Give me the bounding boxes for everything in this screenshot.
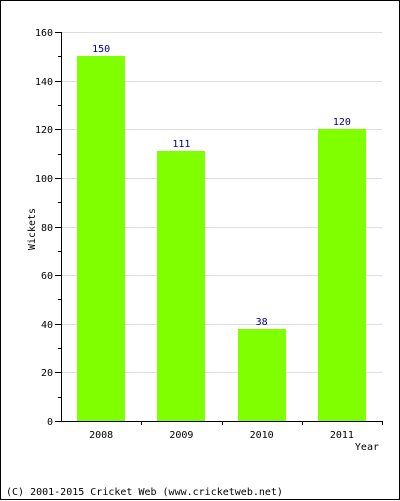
bar-value-label: 38 bbox=[256, 317, 268, 328]
bar bbox=[77, 56, 125, 421]
y-tick-label: 160 bbox=[35, 28, 53, 39]
footer-copyright: (C) 2001-2015 Cricket Web (www.cricketwe… bbox=[6, 487, 283, 498]
labels: 0 20 40 60 80 100 120 140 160 150 2008 111 2009 38 201… bbox=[35, 28, 354, 441]
y-axis-title: Wickets bbox=[27, 208, 38, 250]
y-tick-label: 0 bbox=[47, 417, 53, 428]
bar-value-label: 150 bbox=[92, 44, 110, 55]
x-tick-label: 2011 bbox=[330, 430, 354, 441]
y-tick-label: 80 bbox=[41, 223, 53, 234]
axes bbox=[55, 32, 383, 425]
bar bbox=[238, 329, 286, 421]
bar-value-label: 120 bbox=[333, 117, 351, 128]
x-axis-title: Year bbox=[355, 442, 379, 453]
x-tick-label: 2009 bbox=[169, 430, 193, 441]
y-tick-label: 20 bbox=[41, 368, 53, 379]
x-tick-label: 2008 bbox=[89, 430, 113, 441]
bar-value-label: 111 bbox=[172, 139, 190, 150]
y-tick-label: 120 bbox=[35, 125, 53, 136]
bar bbox=[318, 129, 366, 421]
y-tick-label: 40 bbox=[41, 320, 53, 331]
y-tick-label: 60 bbox=[41, 271, 53, 282]
y-tick-label: 100 bbox=[35, 174, 53, 185]
bar bbox=[157, 151, 205, 421]
bars bbox=[77, 56, 366, 421]
x-tick-label: 2010 bbox=[250, 430, 274, 441]
y-tick-label: 140 bbox=[35, 77, 53, 88]
